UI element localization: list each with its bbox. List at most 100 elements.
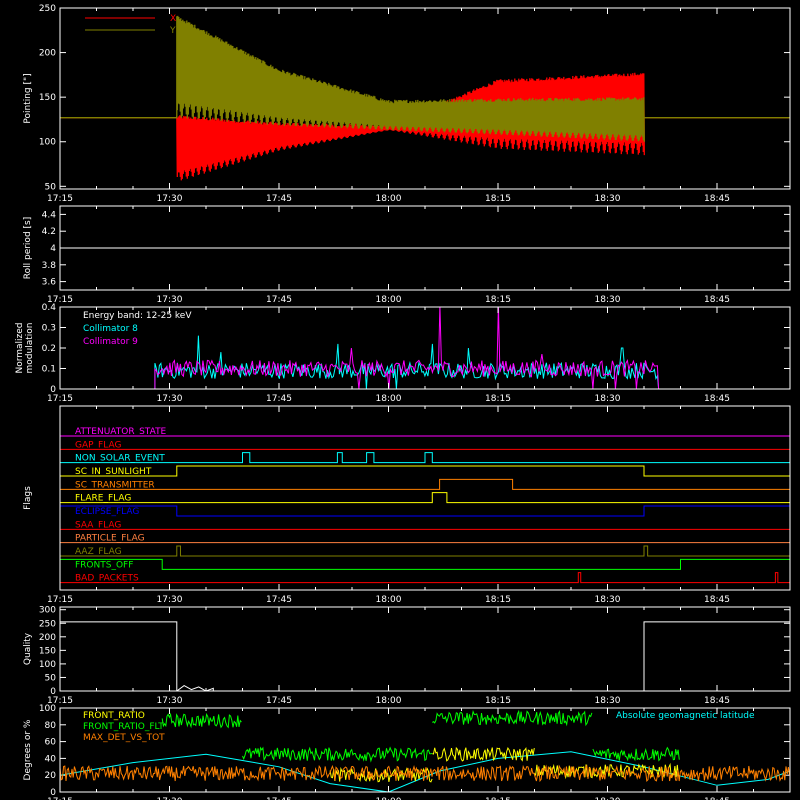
y-tick-label: 150: [39, 646, 56, 656]
x-tick-label: 17:30: [157, 295, 183, 305]
x-tick-label: 18:00: [376, 295, 402, 305]
flag-label: SC_IN_SUNLIGHT: [75, 467, 152, 477]
flag-label: BAD_PACKETS: [75, 574, 139, 584]
flag-label: GAP_FLAG: [75, 440, 121, 450]
flag-label: NON_SOLAR_EVENT: [75, 454, 165, 464]
flag-label: FLARE_FLAG: [75, 494, 131, 504]
x-tick-label: 18:45: [704, 394, 730, 404]
y-axis-label: Roll period [s]: [23, 217, 33, 279]
x-tick-label: 18:30: [595, 696, 621, 706]
x-tick-label: 18:30: [595, 797, 621, 800]
x-tick-label: 17:15: [47, 295, 73, 305]
x-tick-label: 18:30: [595, 295, 621, 305]
x-tick-label: 17:30: [157, 394, 183, 404]
flag-trace-bad-packets: [60, 572, 790, 584]
flag-label: ECLIPSE_FLAG: [75, 507, 139, 517]
x-tick-label: 17:45: [266, 394, 292, 404]
x-tick-label: 17:15: [47, 595, 73, 605]
flag-label: ATTENUATOR_STATE: [75, 427, 167, 437]
x-tick-label: 18:00: [376, 394, 402, 404]
x-tick-label: 17:30: [157, 595, 183, 605]
ratios-plot-area: [60, 709, 790, 792]
y-tick-label: 4.2: [42, 227, 56, 237]
y-tick-label: 0: [50, 788, 56, 798]
y-tick-label: 0.2: [42, 344, 56, 354]
x-tick-label: 17:30: [157, 194, 183, 204]
y-axis-label: Degrees or %: [23, 719, 33, 780]
x-tick-label: 18:00: [376, 797, 402, 800]
legend-label: X: [170, 14, 176, 24]
y-tick-label: 3.8: [42, 261, 57, 271]
x-tick-label: 17:45: [266, 797, 292, 800]
flag-label: SAA_FLAG: [75, 520, 121, 530]
y-tick-label: 3.6: [42, 278, 57, 288]
y-axis-label: Pointing ["]: [23, 73, 33, 123]
legend-label: Collimator 9: [83, 337, 138, 347]
x-tick-label: 18:00: [376, 194, 402, 204]
flags-panel: ATTENUATOR_STATE GAP_FLAG NON_SOLAR_EVENT S…: [60, 427, 790, 584]
y-axis-label: Flags: [23, 486, 33, 510]
legend-label: FRONT_RATIO: [83, 711, 145, 721]
x-tick-label: 18:00: [376, 696, 402, 706]
x-tick-label: 17:30: [157, 696, 183, 706]
x-tick-label: 18:45: [704, 797, 730, 800]
x-tick-label: 18:15: [485, 194, 511, 204]
x-tick-label: 17:15: [47, 797, 73, 800]
x-tick-label: 18:15: [485, 696, 511, 706]
y-tick-label: 50: [45, 182, 57, 192]
legend-label: Collimator 8: [83, 324, 138, 334]
plot-frame-quality: [59, 606, 791, 692]
y-tick-label: 150: [39, 93, 56, 103]
y-tick-label: 4: [50, 244, 56, 254]
y-tick-label: 4.4: [42, 210, 57, 220]
flag-label: SC_TRANSMITTER: [75, 480, 155, 490]
y-tick-label: 0: [50, 687, 56, 697]
y-tick-label: 0: [50, 385, 56, 395]
y-axis-label: Normalized: [15, 322, 25, 373]
x-tick-label: 18:15: [485, 797, 511, 800]
x-tick-label: 17:15: [47, 394, 73, 404]
y-tick-label: 100: [39, 660, 56, 670]
pointing-plot-area: [60, 15, 790, 181]
x-tick-label: 17:45: [266, 194, 292, 204]
ratio-series-front-ratio-flt: [161, 709, 680, 763]
x-tick-label: 17:45: [266, 696, 292, 706]
flag-trace-eclipse-flag: [60, 505, 790, 517]
x-tick-label: 18:30: [595, 394, 621, 404]
modulation-plot-area: [60, 307, 790, 389]
y-tick-label: 20: [45, 771, 57, 781]
y-tick-label: 200: [39, 49, 56, 59]
flag-trace-flare-flag: [60, 492, 790, 504]
y-tick-label: 250: [39, 619, 56, 629]
y-tick-label: 0.1: [42, 365, 56, 375]
quality-plot-area: [60, 621, 790, 691]
x-tick-label: 18:30: [595, 595, 621, 605]
flag-label: PARTICLE_FLAG: [75, 534, 145, 544]
legend-label: MAX_DET_VS_TOT: [83, 733, 165, 743]
flag-label: FRONTS_OFF: [75, 560, 133, 570]
flag-trace-non-solar-event: [60, 452, 790, 464]
pointing-series-y: [60, 15, 790, 142]
y-tick-label: 40: [45, 754, 57, 764]
y-tick-label: 100: [39, 138, 56, 148]
x-tick-label: 17:45: [266, 595, 292, 605]
y-tick-label: 80: [45, 721, 57, 731]
x-tick-label: 18:30: [595, 194, 621, 204]
x-tick-label: 17:15: [47, 194, 73, 204]
x-tick-label: 18:00: [376, 595, 402, 605]
energy-band-annotation: Energy band: 12-25 keV: [83, 311, 192, 321]
legend-label: FRONT_RATIO_FLT: [83, 722, 164, 732]
y-axis-label: Quality: [23, 632, 33, 665]
x-tick-label: 18:45: [704, 295, 730, 305]
x-tick-label: 18:45: [704, 696, 730, 706]
modulation-series-collimator-9: [60, 307, 790, 389]
y-tick-label: 250: [39, 4, 56, 14]
y-tick-label: 0.3: [42, 324, 56, 334]
quality-line: [60, 621, 790, 691]
modulation-series-collimator-8: [60, 335, 790, 389]
flag-label: AAZ_FLAG: [75, 547, 122, 557]
flag-trace-sc-in-sunlight: [60, 465, 790, 477]
ratio-series-absolute-geomagnetic-latitude: [60, 751, 790, 792]
x-tick-label: 17:30: [157, 797, 183, 800]
